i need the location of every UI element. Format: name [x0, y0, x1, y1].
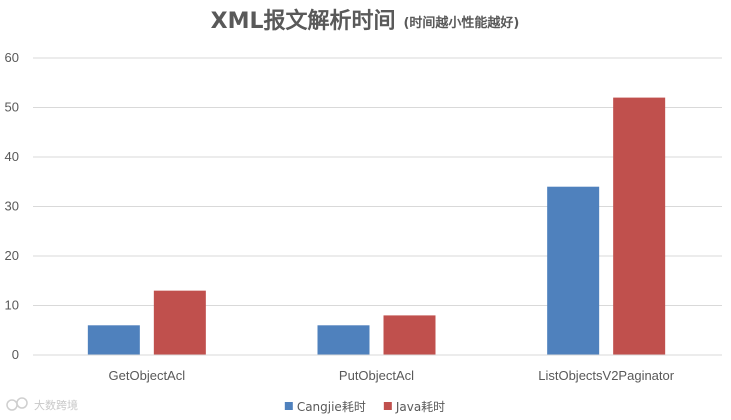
x-axis-labels: GetObjectAcl PutObjectAcl ListObjectsV2Pag… [109, 368, 675, 383]
chart-title-group: XML报文解析时间 (时间越小性能越好) [211, 8, 520, 34]
bar-java-getobjectacl [153, 290, 206, 355]
watermark: 大数跨境 [6, 397, 78, 412]
legend-item: Java耗时 [383, 400, 445, 414]
legend-swatch [383, 402, 392, 410]
y-tick-label: 40 [5, 149, 19, 164]
y-axis-ticks: 0 10 20 30 40 50 60 [5, 50, 19, 362]
legend-label: Cangjie耗时 [297, 400, 366, 414]
legend-swatch [284, 402, 293, 410]
bar-java-putobjectacl [383, 315, 436, 355]
bar-cangjie-putobjectacl [317, 325, 370, 355]
y-tick-label: 0 [12, 347, 19, 362]
legend-label: Java耗时 [395, 400, 445, 414]
chart-title: XML报文解析时间 [211, 8, 396, 34]
chart-subtitle: (时间越小性能越好) [403, 15, 519, 31]
bar-cangjie-listobjectsv2paginator [547, 186, 600, 355]
bars [87, 97, 666, 355]
legend-item: Cangjie耗时 [284, 400, 366, 414]
bar-cangjie-getobjectacl [87, 325, 140, 355]
legend: Cangjie耗时 Java耗时 [284, 400, 445, 414]
y-tick-label: 20 [5, 248, 19, 263]
x-category-label: GetObjectAcl [109, 368, 186, 383]
watermark-text: 大数跨境 [34, 398, 78, 412]
x-category-label: PutObjectAcl [339, 368, 414, 383]
y-tick-label: 30 [5, 199, 19, 214]
bar-java-listobjectsv2paginator [613, 97, 666, 355]
gridlines [33, 57, 722, 306]
x-category-label: ListObjectsV2Paginator [538, 368, 675, 383]
watermark-logo-icon [6, 397, 28, 411]
y-tick-label: 60 [5, 50, 19, 65]
y-tick-label: 50 [5, 100, 19, 115]
y-tick-label: 10 [5, 298, 19, 313]
